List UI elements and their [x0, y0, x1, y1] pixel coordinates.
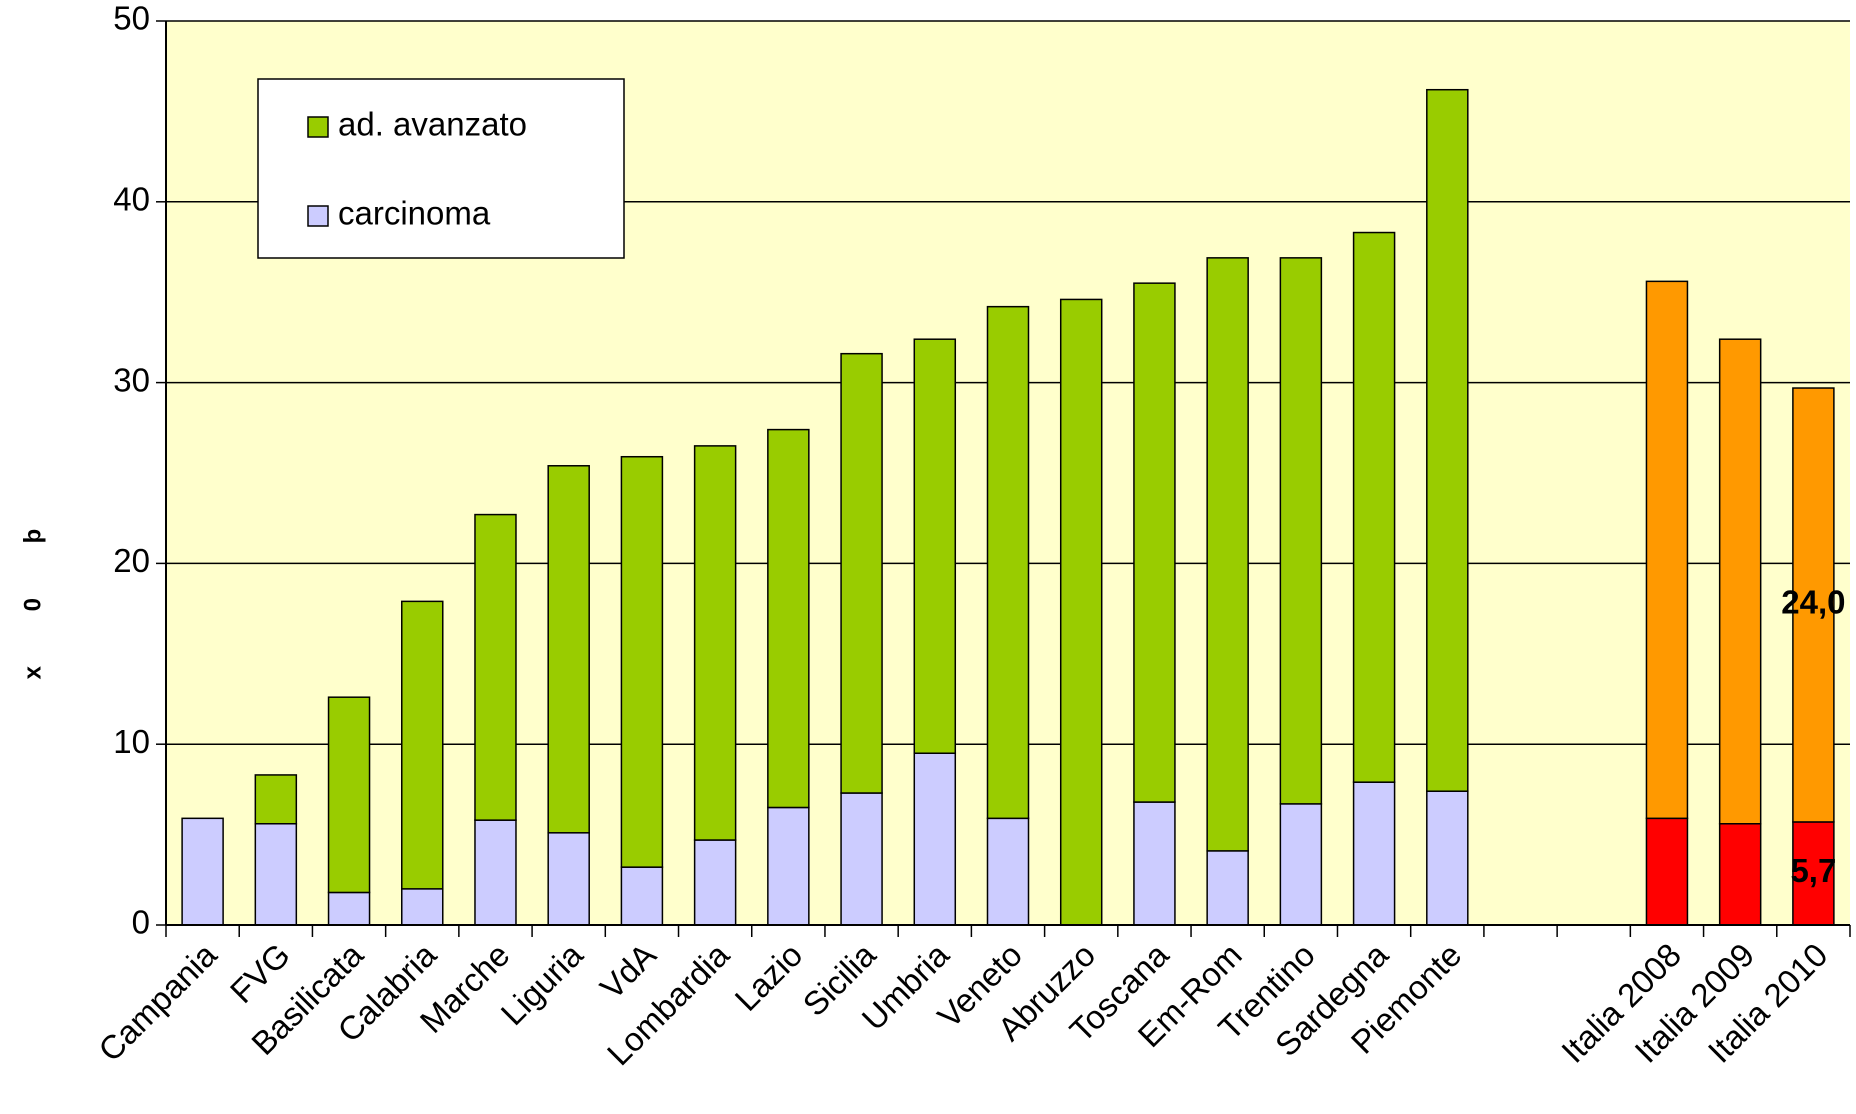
legend-label: ad. avanzato [338, 106, 527, 143]
bar-segment [1206, 850, 1249, 926]
bar-segment [1133, 282, 1176, 803]
bar-segment [1792, 387, 1835, 823]
bar-segment [986, 305, 1030, 820]
x-tick-label: Liguria [494, 936, 591, 1033]
bar-segment [1206, 257, 1249, 852]
bar-segment [474, 513, 517, 821]
bar-segment [1718, 823, 1762, 926]
bar-segment [327, 696, 371, 894]
bar-segment [986, 817, 1030, 926]
y-axis-label: x 0 þ [19, 505, 46, 680]
bar-segment [1645, 817, 1689, 926]
bar-segment [1792, 821, 1835, 926]
bar-segment [767, 806, 810, 926]
bar-segment [1279, 803, 1323, 926]
x-tick-label: Lazio [728, 936, 810, 1018]
legend-box [257, 78, 625, 259]
bar-segment [1645, 280, 1689, 820]
y-tick-label: 0 [132, 904, 150, 941]
y-tick-label: 20 [113, 542, 150, 579]
bar-segment [1352, 231, 1396, 783]
bar-segment [1426, 790, 1469, 926]
bar-segment [401, 888, 444, 926]
bar-segment [254, 823, 298, 926]
bar-segment [913, 338, 957, 754]
bar-segment [474, 819, 517, 926]
value-label: 24,0 [1781, 584, 1845, 621]
bar-segment [1279, 257, 1323, 805]
bar-segment [181, 817, 224, 926]
bar-segment [1426, 88, 1469, 792]
bar-segment [327, 891, 371, 926]
bar-segment [254, 774, 298, 825]
legend-swatch [307, 116, 329, 138]
bar-segment [1718, 338, 1762, 825]
bar-segment [840, 352, 883, 794]
legend-swatch [307, 205, 329, 227]
bar-segment [840, 792, 883, 926]
bar-segment [1352, 781, 1396, 926]
y-tick-label: 10 [113, 723, 150, 760]
bar-segment [693, 839, 737, 926]
value-label: 5,7 [1790, 852, 1836, 889]
y-tick-label: 30 [113, 361, 150, 398]
bar-segment [767, 428, 810, 809]
bar-segment [693, 445, 737, 841]
bar-segment [1059, 298, 1103, 926]
x-tick-label: Campania [91, 935, 224, 1068]
y-tick-label: 50 [113, 0, 150, 37]
bar-segment [401, 600, 444, 890]
bar-segment [1133, 801, 1176, 926]
bar-segment [913, 752, 957, 926]
legend-label: carcinoma [338, 195, 491, 232]
bar-segment [547, 832, 590, 926]
bar-segment [547, 465, 590, 834]
bar-segment [620, 866, 664, 926]
y-tick-label: 40 [113, 181, 150, 218]
bar-segment [620, 455, 664, 868]
